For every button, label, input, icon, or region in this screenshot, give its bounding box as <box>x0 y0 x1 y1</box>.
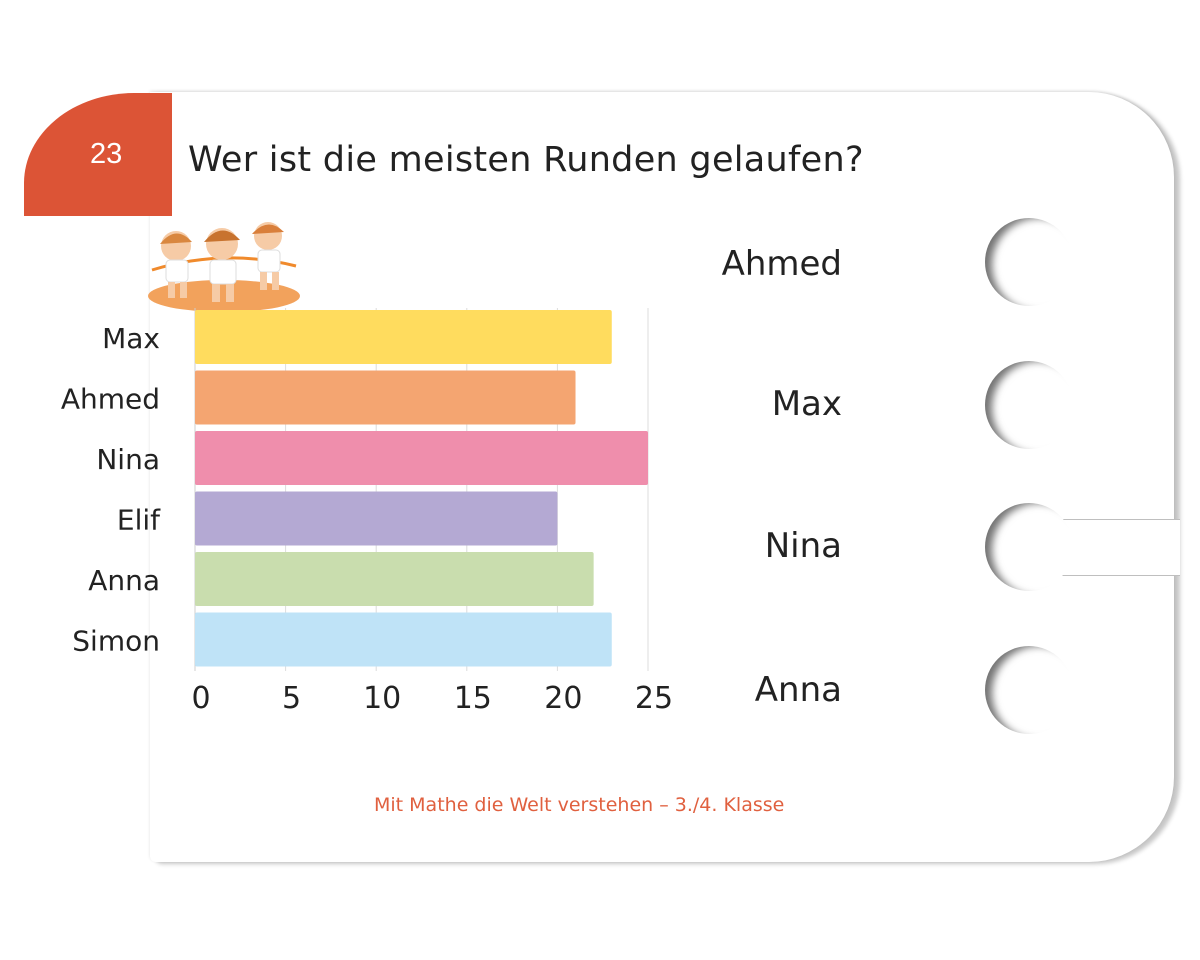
bar-simon <box>195 612 612 667</box>
x-tick-label: 5 <box>282 681 301 716</box>
x-tick-label: 15 <box>454 681 492 716</box>
x-tick-label: 25 <box>635 681 673 716</box>
x-tick-label: 0 <box>191 681 210 716</box>
category-label-simon: Simon <box>72 625 160 658</box>
bar-max <box>195 310 612 364</box>
answer-option-ahmed[interactable]: Ahmed <box>721 244 842 284</box>
category-label-nina: Nina <box>96 443 160 476</box>
child-middle <box>204 228 240 302</box>
answer-option-nina[interactable]: Nina <box>764 526 842 566</box>
x-tick-label: 20 <box>544 681 582 716</box>
x-tick-label: 10 <box>363 681 401 716</box>
category-label-elif: Elif <box>117 504 161 537</box>
running-children-illustration <box>148 222 300 312</box>
answer-option-max[interactable]: Max <box>771 384 842 424</box>
answer-option-anna[interactable]: Anna <box>754 670 842 710</box>
bar-elif <box>195 491 558 546</box>
category-label-anna: Anna <box>88 564 160 597</box>
bar-ahmed <box>195 370 576 425</box>
child-left <box>160 231 192 298</box>
card-number: 23 <box>90 138 123 170</box>
category-label-max: Max <box>102 322 160 355</box>
answer-hole-4[interactable] <box>985 646 1073 734</box>
answer-hole-2[interactable] <box>985 361 1073 449</box>
category-label-ahmed: Ahmed <box>61 383 160 416</box>
question-text: Wer ist die meisten Runden gelaufen? <box>188 140 864 180</box>
child-right <box>252 222 284 290</box>
bar-anna <box>195 552 594 606</box>
bar-nina <box>195 431 648 485</box>
answer-hole-3[interactable] <box>985 503 1073 591</box>
footer-text: Mit Mathe die Welt verstehen – 3./4. Kla… <box>374 794 785 816</box>
answer-hole-1[interactable] <box>985 218 1073 306</box>
